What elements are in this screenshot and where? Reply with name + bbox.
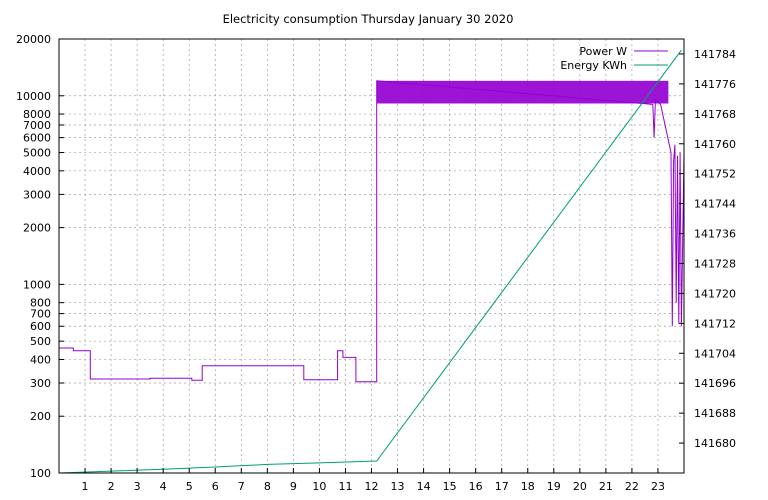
y2-tick-label: 141760 <box>694 138 736 151</box>
y-tick-label: 6000 <box>23 132 51 145</box>
x-tick-label: 12 <box>365 480 379 493</box>
x-tick-label: 2 <box>108 480 115 493</box>
y-tick-label: 1000 <box>23 278 51 291</box>
y2-tick-label: 141680 <box>694 437 736 450</box>
x-tick-label: 13 <box>391 480 405 493</box>
x-tick-label: 20 <box>573 480 587 493</box>
legend-label: Power W <box>579 45 627 58</box>
y-tick-label: 5000 <box>23 147 51 160</box>
y2-tick-label: 141768 <box>694 108 736 121</box>
power-band <box>376 80 669 104</box>
energy-line <box>58 49 682 474</box>
y2-tick-label: 141776 <box>694 78 736 91</box>
x-tick-label: 7 <box>238 480 245 493</box>
y-tick-label: 200 <box>30 410 51 423</box>
grid-layer <box>59 38 684 474</box>
x-tick-label: 4 <box>160 480 167 493</box>
x-tick-label: 8 <box>264 480 271 493</box>
y-tick-label: 4000 <box>23 165 51 178</box>
y-tick-label: 400 <box>30 353 51 366</box>
x-tick-label: 18 <box>521 480 535 493</box>
x-tick-label: 9 <box>290 480 297 493</box>
x-tick-label: 19 <box>547 480 561 493</box>
y-tick-label: 800 <box>30 297 51 310</box>
x-tick-label: 16 <box>469 480 483 493</box>
x-tick-label: 14 <box>417 480 431 493</box>
y2-tick-label: 141720 <box>694 287 736 300</box>
y-tick-label: 20000 <box>16 33 51 46</box>
x-tick-label: 6 <box>212 480 219 493</box>
axis-layer: 1 2 3 4 5 6 7 8 9 10 11 12 13 14 15 16 17 18 19 20 21 22 23100… <box>16 33 736 493</box>
y-tick-label: 700 <box>30 308 51 321</box>
y-tick-label: 600 <box>30 320 51 333</box>
x-tick-label: 21 <box>599 480 613 493</box>
y2-tick-label: 141752 <box>694 168 736 181</box>
y-tick-label: 300 <box>30 377 51 390</box>
legend-label: Energy KWh <box>560 59 627 72</box>
y2-tick-label: 141712 <box>694 317 736 330</box>
x-tick-label: 17 <box>495 480 509 493</box>
y-tick-label: 10000 <box>16 90 51 103</box>
y2-tick-label: 141688 <box>694 407 736 420</box>
chart-title: Electricity consumption Thursday January… <box>223 12 514 26</box>
data-layer <box>58 49 685 474</box>
y-tick-label: 8000 <box>23 108 51 121</box>
y2-tick-label: 141744 <box>694 198 736 211</box>
y2-tick-label: 141736 <box>694 228 736 241</box>
y2-tick-label: 141704 <box>694 347 736 360</box>
plot-frame <box>58 38 685 474</box>
y2-tick-label: 141728 <box>694 257 736 270</box>
y-tick-label: 7000 <box>23 119 51 132</box>
x-tick-label: 11 <box>338 480 352 493</box>
y-tick-label: 100 <box>30 467 51 480</box>
x-tick-label: 5 <box>186 480 193 493</box>
x-tick-label: 1 <box>82 480 89 493</box>
x-tick-label: 15 <box>443 480 457 493</box>
x-tick-label: 22 <box>625 480 639 493</box>
x-tick-label: 23 <box>651 480 665 493</box>
y2-tick-label: 141784 <box>694 48 736 61</box>
power-line <box>59 80 685 383</box>
y-tick-label: 500 <box>30 335 51 348</box>
y2-tick-label: 141696 <box>694 377 736 390</box>
y-tick-label: 2000 <box>23 222 51 235</box>
y-tick-label: 3000 <box>23 188 51 201</box>
x-tick-label: 3 <box>134 480 141 493</box>
x-tick-label: 10 <box>312 480 326 493</box>
